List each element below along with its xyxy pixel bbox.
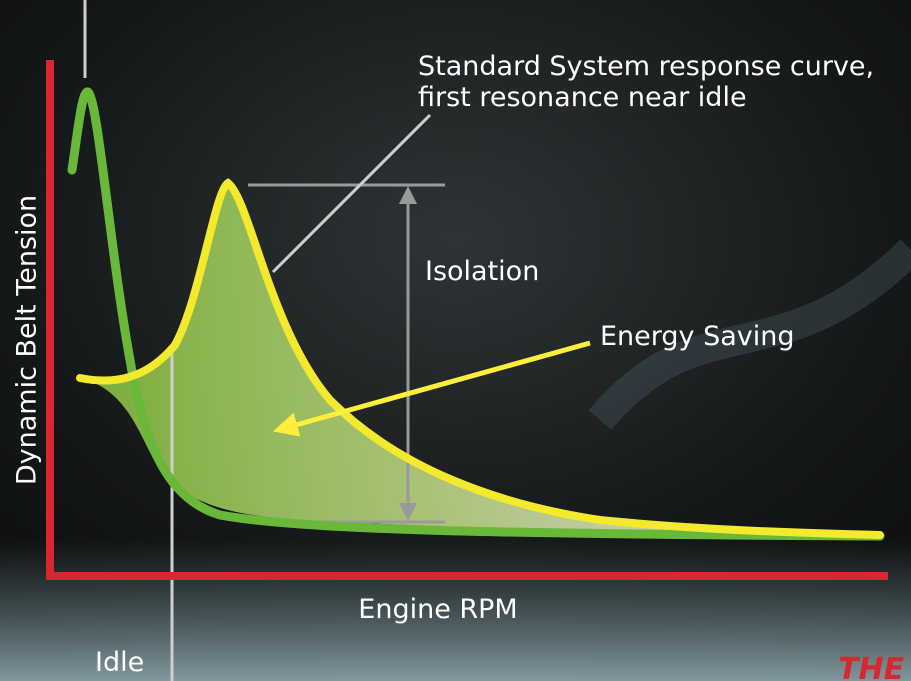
energy-area — [80, 183, 880, 536]
annotation: Standard System response curve, — [418, 51, 874, 82]
green-curve — [67, 87, 885, 541]
annotation: Isolation — [425, 256, 539, 287]
annotation: first resonance near idle — [418, 82, 747, 113]
callout-line — [271, 113, 432, 274]
smoke-wisp — [588, 239, 911, 430]
yellow-curve — [76, 178, 884, 539]
energy-arrow — [272, 340, 591, 437]
annotation: Energy Saving — [600, 321, 795, 352]
x-axis-label: Engine RPM — [358, 594, 517, 625]
y-axis-label: Dynamic Belt Tension — [12, 195, 43, 485]
smoke — [0, 540, 911, 681]
annotation: Idle — [95, 647, 144, 678]
logo: THE — [838, 652, 905, 681]
